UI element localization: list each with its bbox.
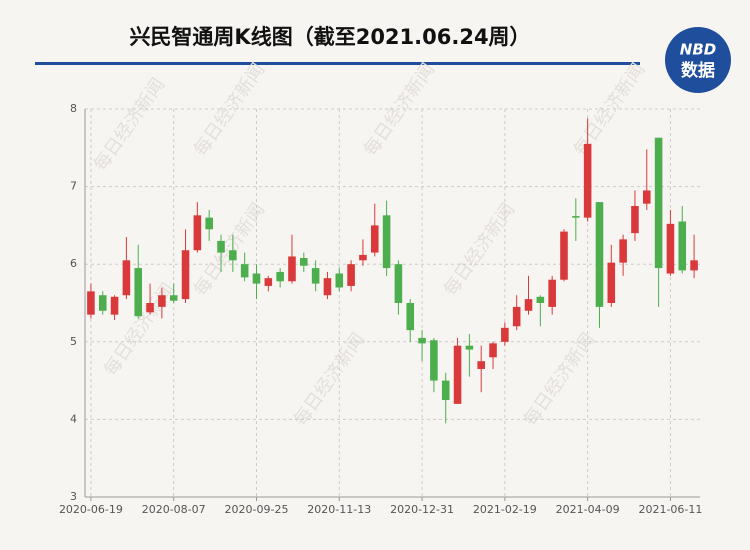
x-tick-label: 2020-06-19	[59, 503, 123, 516]
candle-body	[240, 264, 249, 278]
candle-body	[607, 262, 616, 303]
candle-body	[548, 279, 556, 307]
candle-body	[583, 143, 592, 218]
candle-body	[347, 264, 355, 286]
candle-body	[311, 268, 320, 284]
y-tick-label: 8	[70, 102, 77, 115]
candle-body	[359, 254, 367, 261]
logo-text: 数据	[681, 60, 715, 81]
candle-body	[323, 278, 332, 296]
candle-body	[465, 345, 474, 350]
logo-text: NBD	[680, 41, 716, 59]
x-tick-label: 2020-11-13	[307, 503, 371, 516]
candle-body	[631, 206, 639, 234]
candle-body	[666, 223, 675, 274]
x-tick-label: 2020-09-25	[225, 503, 289, 516]
candle-body	[288, 256, 296, 282]
candle-body	[394, 264, 403, 303]
candle-body	[229, 250, 237, 261]
candle-body	[642, 190, 651, 204]
candle-body	[690, 260, 698, 271]
candle-body	[501, 327, 509, 342]
y-tick-label: 7	[70, 180, 77, 193]
candle-body	[181, 250, 190, 300]
candle-body	[453, 345, 462, 404]
x-tick-label: 2020-12-31	[390, 503, 454, 516]
candle-body	[477, 361, 485, 369]
watermark: 每日经济新闻	[440, 199, 519, 300]
candle-body	[489, 343, 497, 358]
candle-body	[619, 239, 627, 263]
x-tick-label: 2021-06-11	[638, 503, 702, 516]
candle-body	[87, 291, 95, 315]
candle-body	[98, 295, 107, 311]
title-underline	[35, 62, 640, 65]
candle-body	[205, 217, 213, 230]
y-tick-label: 5	[70, 335, 77, 348]
logo	[665, 27, 731, 93]
candle-body	[252, 273, 261, 284]
y-tick-label: 4	[70, 412, 77, 425]
candle-body	[524, 299, 533, 311]
candle-body	[122, 260, 131, 296]
candle-body	[370, 225, 379, 253]
watermark: 每日经济新闻	[90, 74, 169, 175]
candle-body	[146, 303, 154, 313]
candle-body	[110, 296, 119, 315]
watermark: 每日经济新闻	[570, 59, 649, 160]
candle-body	[536, 296, 545, 303]
candle-body	[276, 271, 284, 282]
chart-title: 兴民智通周K线图（截至2021.06.24周）	[129, 25, 530, 49]
candle-body	[654, 137, 663, 269]
candle-body	[441, 380, 450, 400]
candle-body	[300, 257, 308, 266]
candle-body	[158, 295, 166, 307]
candle-body	[169, 295, 178, 301]
candle-body	[406, 303, 415, 331]
candle-body	[217, 240, 225, 253]
watermark: 每日经济新闻	[190, 59, 269, 160]
x-tick-label: 2021-02-19	[473, 503, 537, 516]
watermark: 每日经济新闻	[360, 59, 439, 160]
candle-body	[512, 306, 521, 327]
candle-body	[595, 202, 604, 307]
candle-body	[418, 337, 426, 344]
candle-body	[572, 216, 580, 218]
candle-body	[264, 278, 273, 286]
candle-body	[430, 340, 438, 381]
candle-body	[560, 231, 568, 280]
x-tick-label: 2021-04-09	[556, 503, 620, 516]
y-tick-label: 3	[70, 490, 77, 503]
candle-body	[678, 221, 687, 271]
x-tick-label: 2020-08-07	[142, 503, 206, 516]
y-tick-label: 6	[70, 257, 77, 270]
candle-body	[382, 215, 391, 269]
candle-body	[335, 273, 344, 288]
watermark: 每日经济新闻	[290, 329, 369, 430]
candle-body	[134, 268, 143, 317]
watermark: 每日经济新闻	[190, 199, 269, 300]
candle-body	[193, 215, 202, 251]
